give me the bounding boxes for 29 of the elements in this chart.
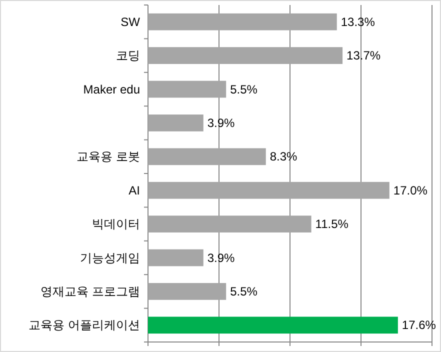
data-label: 3.9% xyxy=(207,116,236,130)
data-label: 5.5% xyxy=(230,82,258,96)
data-label: 8.3% xyxy=(270,150,298,164)
bar xyxy=(148,13,337,30)
bar xyxy=(148,114,204,132)
data-label: 5.5% xyxy=(230,284,258,298)
data-label: 11.5% xyxy=(315,217,349,232)
y-tick-label: SW xyxy=(120,14,141,29)
bar xyxy=(148,216,312,232)
bar xyxy=(148,283,226,300)
bar xyxy=(148,182,390,199)
data-label: 3.9% xyxy=(207,250,236,265)
y-tick-label: 빅데이터 xyxy=(92,217,140,232)
bar xyxy=(148,316,398,334)
y-tick-label: 영재교육 프로그램 xyxy=(40,284,140,298)
bar xyxy=(148,249,204,266)
data-label: 13.7% xyxy=(346,48,381,63)
y-tick-label: AI xyxy=(128,183,140,198)
data-label: 17.6% xyxy=(402,318,436,332)
y-tick-label: 기능성게임 xyxy=(80,250,140,265)
y-tick-label: Maker edu xyxy=(83,82,140,96)
bar xyxy=(148,148,266,166)
y-tick-label: 교육용 어플리케이션 xyxy=(28,318,140,332)
data-label: 17.0% xyxy=(393,183,428,198)
y-tick-label: 교육용 로봇 xyxy=(76,150,140,164)
data-label: 13.3% xyxy=(340,14,376,29)
bar xyxy=(148,80,226,98)
y-tick-label: 코딩 xyxy=(116,48,140,63)
bar xyxy=(148,47,343,64)
